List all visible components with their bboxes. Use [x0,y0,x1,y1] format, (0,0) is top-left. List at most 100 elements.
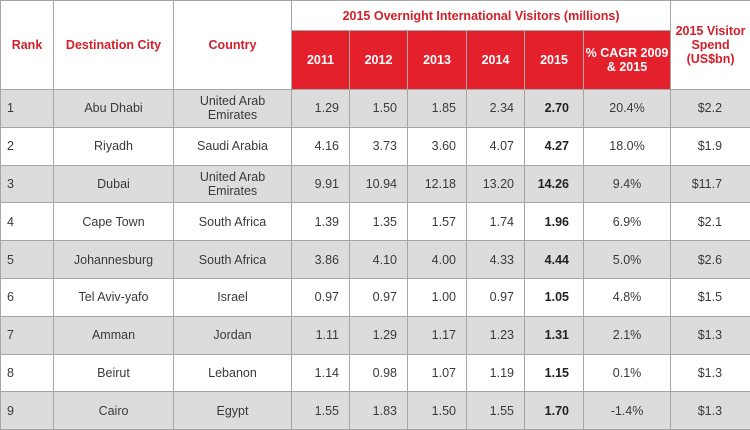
value-2011-cell: 3.86 [292,241,350,279]
country-cell: South Africa [174,203,292,241]
value-2013-cell: 12.18 [408,165,467,203]
city-cell: Cairo [54,392,174,430]
value-2011-cell: 1.11 [292,316,350,354]
spend-cell: $2.2 [671,90,750,128]
cagr-cell: -1.4% [584,392,671,430]
rank-cell: 1 [1,90,54,128]
value-2012-cell: 1.35 [350,203,408,241]
value-2014-cell: 1.23 [467,316,525,354]
country-cell: Jordan [174,316,292,354]
spend-cell: $1.3 [671,354,750,392]
value-2012-cell: 0.97 [350,278,408,316]
value-2012-cell: 1.29 [350,316,408,354]
country-cell: United Arab Emirates [174,90,292,128]
country-header: Country [174,1,292,90]
city-cell: Riyadh [54,127,174,165]
value-2014-cell: 13.20 [467,165,525,203]
country-cell: United Arab Emirates [174,165,292,203]
value-2012-cell: 1.83 [350,392,408,430]
city-cell: Abu Dhabi [54,90,174,128]
cagr-cell: 9.4% [584,165,671,203]
rank-header: Rank [1,1,54,90]
rank-cell: 5 [1,241,54,279]
value-2012-cell: 3.73 [350,127,408,165]
value-2012-cell: 0.98 [350,354,408,392]
value-2011-cell: 1.55 [292,392,350,430]
country-cell: Saudi Arabia [174,127,292,165]
value-2011-cell: 1.39 [292,203,350,241]
value-2013-cell: 1.17 [408,316,467,354]
cagr-cell: 18.0% [584,127,671,165]
year-2013-header: 2013 [408,31,467,90]
rank-cell: 6 [1,278,54,316]
value-2013-cell: 1.50 [408,392,467,430]
rank-cell: 7 [1,316,54,354]
value-2014-cell: 1.74 [467,203,525,241]
rank-cell: 4 [1,203,54,241]
value-2014-cell: 4.07 [467,127,525,165]
cagr-cell: 0.1% [584,354,671,392]
spend-cell: $2.6 [671,241,750,279]
rank-cell: 9 [1,392,54,430]
country-cell: South Africa [174,241,292,279]
value-2011-cell: 4.16 [292,127,350,165]
city-cell: Cape Town [54,203,174,241]
spend-cell: $2.1 [671,203,750,241]
cagr-cell: 4.8% [584,278,671,316]
value-2015-cell: 1.70 [525,392,584,430]
cagr-cell: 2.1% [584,316,671,354]
value-2015-cell: 1.15 [525,354,584,392]
value-2015-cell: 2.70 [525,90,584,128]
rank-cell: 3 [1,165,54,203]
value-2013-cell: 1.85 [408,90,467,128]
value-2013-cell: 1.57 [408,203,467,241]
spend-cell: $1.9 [671,127,750,165]
visitors-group-header: 2015 Overnight International Visitors (m… [292,1,671,31]
spend-cell: $11.7 [671,165,750,203]
value-2015-cell: 1.05 [525,278,584,316]
year-2014-header: 2014 [467,31,525,90]
city-header: Destination City [54,1,174,90]
value-2015-cell: 4.44 [525,241,584,279]
country-cell: Israel [174,278,292,316]
cagr-cell: 20.4% [584,90,671,128]
value-2014-cell: 0.97 [467,278,525,316]
value-2015-cell: 1.96 [525,203,584,241]
city-cell: Johannesburg [54,241,174,279]
value-2015-cell: 14.26 [525,165,584,203]
value-2013-cell: 3.60 [408,127,467,165]
value-2011-cell: 9.91 [292,165,350,203]
value-2013-cell: 1.07 [408,354,467,392]
value-2011-cell: 1.29 [292,90,350,128]
cagr-cell: 5.0% [584,241,671,279]
value-2012-cell: 4.10 [350,241,408,279]
cagr-header: % CAGR 2009 & 2015 [584,31,671,90]
value-2012-cell: 10.94 [350,165,408,203]
year-2015-header: 2015 [525,31,584,90]
value-2014-cell: 1.19 [467,354,525,392]
city-cell: Tel Aviv-yafo [54,278,174,316]
spend-cell: $1.3 [671,392,750,430]
value-2013-cell: 1.00 [408,278,467,316]
value-2015-cell: 4.27 [525,127,584,165]
country-cell: Lebanon [174,354,292,392]
city-cell: Beirut [54,354,174,392]
value-2011-cell: 1.14 [292,354,350,392]
value-2013-cell: 4.00 [408,241,467,279]
value-2014-cell: 4.33 [467,241,525,279]
cagr-cell: 6.9% [584,203,671,241]
country-cell: Egypt [174,392,292,430]
city-cell: Dubai [54,165,174,203]
spend-cell: $1.5 [671,278,750,316]
